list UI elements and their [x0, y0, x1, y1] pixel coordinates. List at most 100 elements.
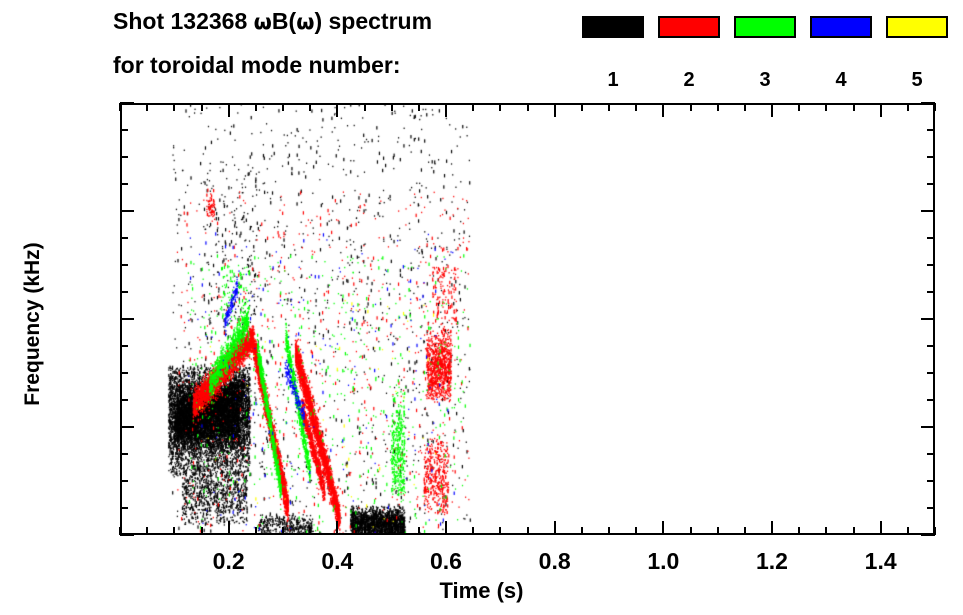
x-minor-tick-top [363, 103, 366, 111]
figure-title-line-2: for toroidal mode number: [113, 52, 401, 78]
x-minor-tick-top [608, 103, 610, 111]
x-minor-tick-top [200, 103, 203, 111]
omega-symbol-1: ω [253, 10, 272, 34]
x-minor-tick-top [282, 103, 284, 111]
x-minor-tick [417, 527, 420, 535]
legend-label-5: 5 [911, 69, 923, 91]
y-minor-tick-right [927, 156, 935, 158]
y-minor-tick-right [927, 183, 935, 185]
x-minor-tick-top [689, 103, 692, 111]
x-minor-tick [852, 527, 855, 535]
y-major-tick [120, 426, 134, 428]
x-axis-title: Time (s) [439, 578, 524, 603]
x-tick-label: 1.2 [756, 548, 788, 574]
legend: 1 2 3 4 5 [582, 16, 948, 90]
x-minor-tick [934, 527, 936, 535]
omega-symbol-2: ω [296, 10, 315, 34]
title-shot-text: Shot 132368 [113, 8, 254, 34]
x-minor-tick [254, 527, 257, 535]
legend-label-4: 4 [835, 69, 847, 91]
x-major-tick [771, 521, 773, 535]
x-minor-tick-top [825, 103, 828, 111]
x-minor-tick-top [309, 103, 312, 111]
figure-title-line-1: Shot 132368 ωB(ω) spectrum [113, 8, 432, 35]
x-minor-tick-top [580, 103, 583, 111]
y-minor-tick-right [927, 129, 935, 131]
x-minor-tick-top [743, 103, 746, 111]
x-major-tick [336, 521, 339, 535]
x-major-tick [553, 521, 556, 535]
x-major-tick-top [879, 103, 882, 117]
x-major-tick [227, 521, 230, 535]
x-minor-tick-top [254, 103, 257, 111]
y-minor-tick [120, 372, 128, 374]
y-minor-tick-right [927, 453, 935, 455]
x-minor-tick-top [798, 103, 801, 111]
x-minor-tick [825, 527, 828, 535]
y-minor-tick-right [927, 264, 935, 266]
x-minor-tick-top [417, 103, 420, 111]
y-minor-tick [120, 291, 128, 293]
x-minor-tick-top [934, 103, 936, 111]
x-minor-tick [689, 527, 692, 535]
y-minor-tick-right [927, 372, 935, 374]
y-minor-tick [120, 264, 128, 266]
x-tick-label: 0.6 [430, 548, 462, 574]
y-minor-tick [120, 237, 128, 239]
legend-swatch-1 [582, 16, 644, 38]
legend-swatch-3 [734, 16, 796, 38]
y-minor-tick-right [927, 480, 935, 482]
y-minor-tick-right [927, 399, 935, 401]
y-minor-tick-right [927, 345, 935, 347]
legend-label-2: 2 [683, 69, 695, 91]
x-minor-tick [608, 527, 610, 535]
y-minor-tick [120, 480, 128, 482]
y-major-tick-right [921, 426, 935, 428]
y-major-tick [120, 534, 134, 536]
y-axis-title: Frequency (kHz) [21, 242, 44, 406]
x-minor-tick [743, 527, 746, 535]
y-major-tick [120, 210, 134, 212]
x-minor-tick-top [119, 103, 121, 111]
legend-label-1: 1 [607, 69, 619, 91]
y-minor-tick [120, 156, 128, 158]
x-minor-tick [906, 527, 909, 535]
x-minor-tick [173, 527, 176, 535]
y-minor-tick [120, 129, 128, 131]
x-minor-tick-top [526, 103, 529, 111]
y-major-tick [120, 102, 134, 104]
x-minor-tick-top [390, 103, 393, 111]
y-major-tick-right [921, 318, 935, 320]
y-minor-tick [120, 183, 128, 185]
x-minor-tick [499, 527, 502, 535]
y-major-tick-right [921, 210, 935, 212]
legend-swatch-4 [810, 16, 872, 38]
x-minor-tick-top [499, 103, 502, 111]
x-minor-tick [716, 527, 719, 535]
y-major-tick [120, 318, 134, 320]
x-minor-tick-top [716, 103, 719, 111]
y-minor-tick-right [927, 507, 935, 509]
x-minor-tick [119, 527, 121, 535]
x-minor-tick-top [472, 103, 475, 111]
title-spectrum-text: ) spectrum [314, 8, 433, 34]
x-minor-tick [363, 527, 366, 535]
x-minor-tick [146, 527, 149, 535]
x-tick-label: 1.0 [647, 548, 680, 574]
y-major-tick-right [921, 102, 935, 104]
plot-area [120, 103, 935, 535]
y-major-tick-right [921, 534, 935, 536]
y-axis-tick-labels: 050100150200 [0, 0, 110, 615]
spectrogram-scatter-canvas [122, 105, 933, 533]
x-minor-tick [309, 527, 312, 535]
title-b-open: B( [271, 8, 297, 34]
x-major-tick [879, 521, 882, 535]
y-minor-tick-right [927, 291, 935, 293]
y-minor-tick [120, 345, 128, 347]
x-minor-tick-top [146, 103, 149, 111]
x-minor-tick [635, 527, 638, 535]
x-minor-tick [282, 527, 284, 535]
y-minor-tick-right [927, 237, 935, 239]
x-tick-label: 1.4 [864, 548, 897, 574]
